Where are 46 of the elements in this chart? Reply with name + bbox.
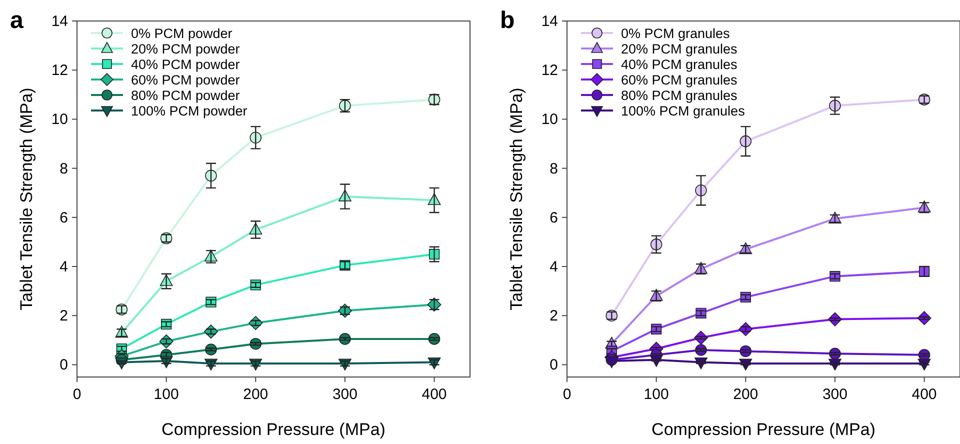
- point: [338, 304, 352, 318]
- y-tick-label: 4: [60, 258, 68, 276]
- x-tick-label: 0: [72, 386, 82, 403]
- chart-title: b: [500, 7, 515, 34]
- point: [605, 356, 618, 368]
- y-tick-label: 4: [550, 258, 558, 276]
- legend-label: 0% PCM powder: [131, 26, 233, 41]
- y-tick-label: 14: [51, 13, 68, 30]
- legend-label: 20% PCM powder: [131, 42, 240, 56]
- legend-label: 40% PCM powder: [131, 57, 240, 72]
- y-tick-label: 8: [550, 160, 558, 178]
- x-tick-label: 400: [422, 386, 447, 403]
- y-tick-label: 2: [60, 308, 68, 325]
- legend-label: 80% PCM granules: [621, 88, 738, 103]
- chart-title: a: [10, 7, 24, 34]
- y-tick-label: 14: [541, 13, 558, 30]
- y-tick-label: 2: [550, 308, 558, 325]
- x-tick-label: 200: [243, 386, 268, 403]
- y-tick-label: 6: [60, 209, 68, 226]
- y-axis-title: Tablet Tensile Strength (MPa): [17, 88, 36, 310]
- x-tick-label: 200: [733, 386, 758, 403]
- x-tick-label: 100: [644, 386, 669, 403]
- x-tick-label: 400: [912, 386, 937, 403]
- y-tick-label: 0: [60, 356, 68, 374]
- x-tick-label: 100: [154, 386, 179, 403]
- x-tick-label: 300: [822, 386, 848, 403]
- x-tick-label: 300: [332, 386, 358, 403]
- legend-label: 20% PCM granules: [621, 42, 738, 56]
- legend-label: 100% PCM powder: [131, 104, 248, 118]
- legend-label: 0% PCM granules: [621, 26, 730, 41]
- legend-label: 60% PCM granules: [621, 72, 738, 88]
- x-axis-title: Compression Pressure (MPa): [652, 420, 876, 439]
- y-tick-label: 6: [550, 209, 558, 226]
- y-tick-label: 10: [541, 111, 558, 128]
- legend-label: 40% PCM granules: [621, 57, 738, 72]
- legend-label: 60% PCM powder: [131, 72, 240, 88]
- y-tick-label: 12: [541, 62, 558, 80]
- y-tick-label: 12: [51, 62, 68, 80]
- legend-label: 80% PCM powder: [131, 88, 240, 103]
- y-axis-title: Tablet Tensile Strength (MPa): [507, 88, 526, 310]
- x-axis-title: Compression Pressure (MPa): [162, 420, 386, 439]
- y-tick-label: 10: [51, 111, 68, 128]
- x-tick-label: 0: [562, 386, 572, 403]
- legend-label: 100% PCM granules: [621, 104, 746, 118]
- y-tick-label: 8: [60, 160, 68, 178]
- y-tick-label: 0: [550, 356, 558, 374]
